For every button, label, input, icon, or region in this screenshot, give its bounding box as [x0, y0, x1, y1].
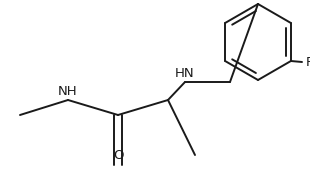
Text: HN: HN [175, 67, 195, 80]
Text: F: F [306, 56, 310, 68]
Text: O: O [113, 149, 123, 162]
Text: NH: NH [58, 85, 78, 98]
